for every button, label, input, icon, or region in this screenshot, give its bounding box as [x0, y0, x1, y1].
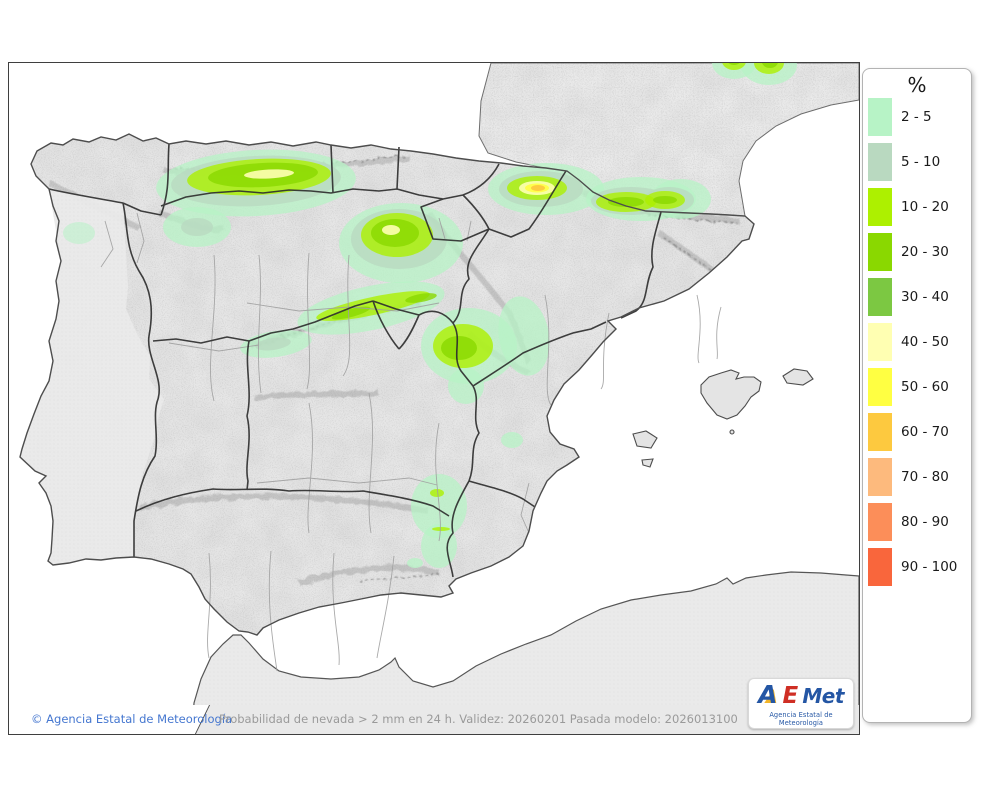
legend-label: 70 - 80 — [901, 469, 949, 485]
legend-panel: % 2 - 5 5 - 10 10 - 20 20 - 30 30 - 40 40 - 5… — [862, 68, 972, 723]
logo-letter-a: A — [758, 680, 778, 709]
legend-entry: 20 - 30 — [863, 233, 971, 278]
logo-letter-e: E — [782, 683, 799, 709]
iberia-coastline — [19, 133, 755, 636]
legend-label: 20 - 30 — [901, 244, 949, 260]
province-borders — [100, 212, 722, 672]
map-frame: © Agencia Estatal de Meteorología Probab… — [8, 62, 860, 735]
legend-swatch — [868, 323, 892, 361]
region-borders — [48, 143, 662, 578]
footer-bar: © Agencia Estatal de Meteorología Probab… — [9, 705, 859, 734]
legend-swatch — [868, 278, 892, 316]
legend-swatch — [868, 188, 892, 226]
legend-swatch — [868, 548, 892, 586]
legend-entries: 2 - 5 5 - 10 10 - 20 20 - 30 30 - 40 40 - 50 5… — [863, 98, 971, 593]
snow-probability-blobs — [63, 63, 797, 568]
legend-entry: 5 - 10 — [863, 143, 971, 188]
legend-label: 5 - 10 — [901, 154, 941, 170]
map-canvas — [9, 63, 859, 734]
legend-swatch — [868, 458, 892, 496]
legend-entry: 10 - 20 — [863, 188, 971, 233]
legend-entry: 50 - 60 — [863, 368, 971, 413]
legend-title: % — [907, 73, 927, 97]
legend-swatch — [868, 233, 892, 271]
legend-entry: 70 - 80 — [863, 458, 971, 503]
legend-entry: 80 - 90 — [863, 503, 971, 548]
legend-entry: 90 - 100 — [863, 548, 971, 593]
legend-entry: 30 - 40 — [863, 278, 971, 323]
legend-swatch — [868, 413, 892, 451]
legend-swatch — [868, 143, 892, 181]
logo-letters-met: Met — [802, 684, 844, 708]
legend-label: 2 - 5 — [901, 109, 932, 125]
aemet-logo: A E Met Agencia Estatal de Meteorología — [748, 678, 854, 729]
footer-description: Probabilidad de nevada > 2 mm en 24 h. V… — [219, 712, 738, 726]
legend-entry: 40 - 50 — [863, 323, 971, 368]
legend-label: 90 - 100 — [901, 559, 958, 575]
legend-swatch — [868, 503, 892, 541]
africa-land — [191, 571, 859, 734]
legend-entry: 2 - 5 — [863, 98, 971, 143]
legend-label: 30 - 40 — [901, 289, 949, 305]
logo-subtitle: Agencia Estatal de Meteorología — [769, 711, 833, 727]
legend-label: 60 - 70 — [901, 424, 949, 440]
legend-swatch — [868, 368, 892, 406]
logo-wordmark: A E Met — [749, 680, 853, 710]
legend-label: 50 - 60 — [901, 379, 949, 395]
legend-label: 40 - 50 — [901, 334, 949, 350]
portugal-land — [20, 189, 164, 565]
balearic-islands — [632, 368, 814, 468]
legend-swatch — [868, 98, 892, 136]
legend-label: 10 - 20 — [901, 199, 949, 215]
legend-label: 80 - 90 — [901, 514, 949, 530]
footer-copyright: © Agencia Estatal de Meteorología — [31, 712, 233, 726]
legend-entry: 60 - 70 — [863, 413, 971, 458]
